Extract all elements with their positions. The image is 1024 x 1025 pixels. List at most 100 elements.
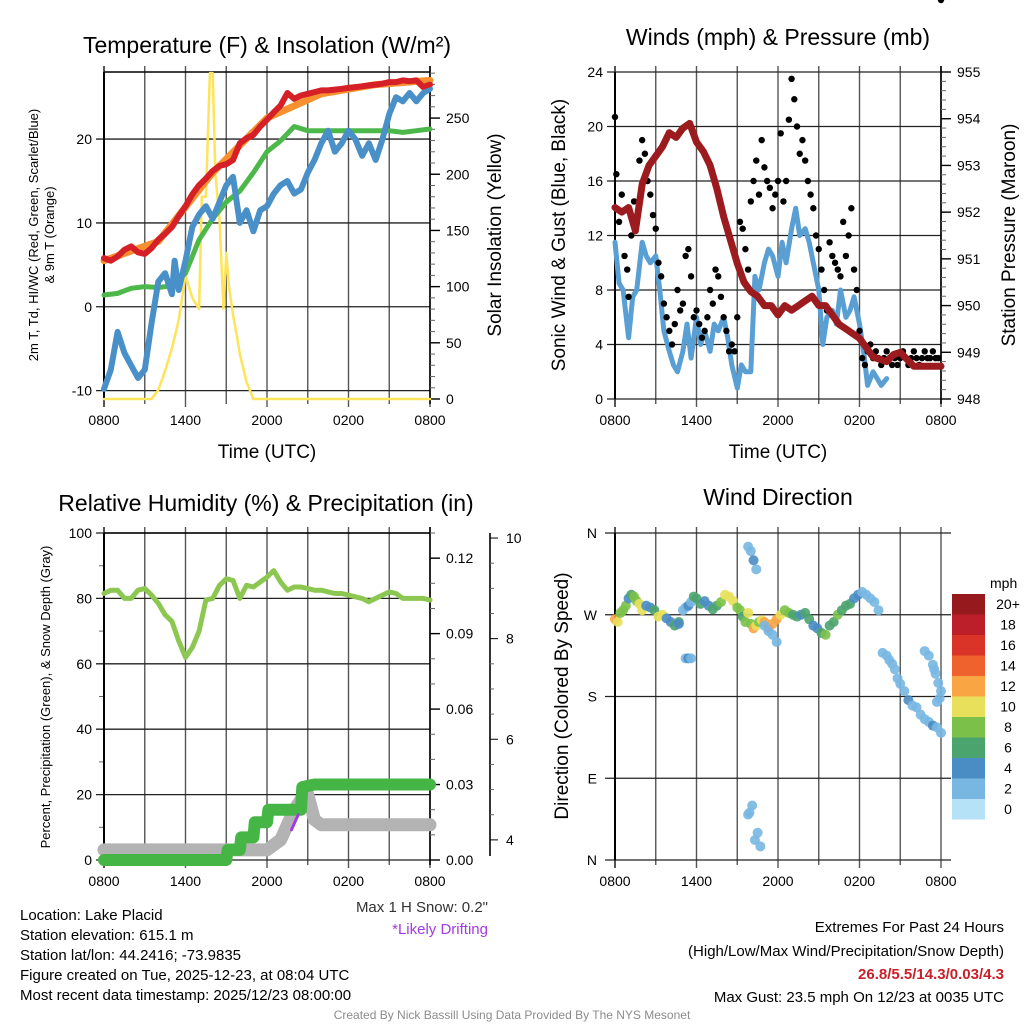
gust-point	[859, 354, 866, 362]
right-tick-label: 100	[446, 279, 470, 295]
winds-ylabel-right: Station Pressure (Maroon)	[999, 124, 1020, 347]
winds-xlabel: Time (UTC)	[729, 442, 828, 463]
gust-point	[693, 307, 700, 314]
y-tick-label: W	[584, 607, 598, 623]
gust-point	[850, 266, 858, 273]
wind-direction-point	[889, 664, 900, 675]
legend-swatch	[952, 655, 985, 676]
legend-swatch	[952, 696, 985, 717]
y-tick-label: 0	[84, 852, 92, 868]
gust-point	[630, 198, 638, 205]
wind-direction-point	[755, 841, 766, 852]
gust-point	[723, 327, 730, 335]
temperature-ylabel-right: Solar Insolation (Yellow)	[485, 133, 506, 336]
wind-direction-point	[748, 555, 759, 566]
pressure-line	[611, 119, 945, 370]
y-tick-label: 60	[76, 656, 92, 672]
gust-point	[761, 164, 768, 171]
relative-humidity-line	[101, 568, 433, 660]
legend-swatch	[952, 799, 985, 820]
gust-point	[793, 123, 801, 130]
gust-point	[829, 252, 836, 260]
gust-point	[647, 191, 654, 198]
gust-point	[715, 273, 722, 280]
gust-point	[856, 327, 863, 335]
wind-direction-point	[673, 618, 684, 629]
wind-chill-line	[101, 85, 433, 392]
gust-point	[638, 136, 646, 144]
gust-point	[834, 266, 841, 273]
x-tick-label: 0800	[88, 412, 119, 428]
wind-direction-point	[899, 686, 910, 697]
legend-label: 20+	[996, 596, 1020, 612]
gust-point	[696, 320, 703, 328]
gust-point	[677, 307, 684, 314]
x-tick-label: 2000	[762, 412, 793, 428]
station-info: Location: Lake Placid Station elevation:…	[20, 906, 351, 1006]
wind-direction-ylabel: Direction (Colored By Speed)	[552, 572, 573, 819]
gust-point	[742, 245, 749, 253]
wind-direction-point	[931, 696, 942, 707]
snow-axis-label: 10	[506, 530, 522, 546]
x-tick-label: 0800	[88, 873, 119, 889]
x-tick-label: 2000	[251, 412, 282, 428]
winds-ylabel-left: Sonic Wind & Gust (Blue, Black)	[549, 99, 570, 371]
gust-point	[935, 354, 942, 362]
wind-direction-point	[911, 702, 922, 713]
humidity-plot-area: 0800 1400 2000 0200 0800 0 20 40 60 80 100 0.00 0.03…	[69, 525, 522, 889]
sonic-wind-line	[612, 205, 890, 391]
gust-point	[687, 273, 695, 280]
y-tick-label: 40	[76, 721, 92, 737]
wind-direction-point	[929, 664, 940, 675]
y-tick-label: -10	[72, 383, 92, 399]
x-tick-label: 1400	[170, 412, 201, 428]
temperature-ylabel-left: 2m T, Td, HI/WC (Red, Green, Scarlet/Blu…	[26, 109, 57, 361]
wind-direction-point	[767, 629, 778, 640]
gust-point	[772, 191, 779, 198]
gust-point	[621, 252, 628, 260]
legend-swatch	[952, 778, 985, 799]
gust-point	[861, 361, 869, 369]
legend-label: 2	[1004, 781, 1012, 797]
gust-point	[810, 205, 817, 212]
y-tick-label: 10	[76, 215, 92, 231]
right-tick-label: 200	[446, 166, 470, 182]
gust-point	[657, 273, 665, 280]
x-tick-label: 2000	[251, 873, 282, 889]
x-tick-label: 0800	[599, 873, 630, 889]
y-tick-label: S	[588, 689, 597, 705]
gust-point	[777, 130, 784, 137]
right-tick-label: 949	[957, 344, 981, 360]
y-tick-label: 20	[587, 119, 603, 135]
right-tick-label: 50	[446, 335, 462, 351]
gust-point	[685, 245, 692, 253]
gust-point	[739, 225, 746, 232]
credit-line: Created By Nick Bassill Using Data Provi…	[333, 1008, 691, 1022]
timestamp-line: Most recent data timestamp: 2025/12/23 0…	[20, 987, 352, 1004]
gust-point	[820, 286, 828, 294]
legend-swatch	[952, 594, 985, 615]
insolation-line	[102, 71, 432, 401]
x-tick-label: 0800	[925, 873, 956, 889]
wind-direction-point	[612, 617, 623, 628]
gust-point	[788, 75, 795, 83]
legend-label: 14	[1000, 658, 1016, 674]
gust-point	[682, 252, 689, 260]
temperature-plot-area: 0800 1400 2000 0200 0800-1001020050100150200…	[72, 66, 470, 428]
gust-point	[744, 266, 752, 273]
gust-point	[780, 198, 787, 205]
precipitation-line	[98, 778, 436, 866]
wind-direction-point	[873, 605, 884, 616]
max-snow-note: Max 1 H Snow: 0.2"	[355, 899, 488, 916]
y-tick-label: 20	[76, 131, 92, 147]
gust-point	[929, 348, 937, 355]
legend-label: 6	[1004, 740, 1012, 756]
temperature-ylabel-line2: & 9m T (Orange)	[42, 186, 57, 283]
wind-direction-point	[936, 727, 946, 738]
gust-point	[611, 113, 619, 121]
legend-title: mph	[990, 575, 1017, 591]
gust-point	[774, 177, 782, 185]
legend-swatch	[952, 717, 985, 738]
right-tick-label: 948	[957, 391, 981, 407]
